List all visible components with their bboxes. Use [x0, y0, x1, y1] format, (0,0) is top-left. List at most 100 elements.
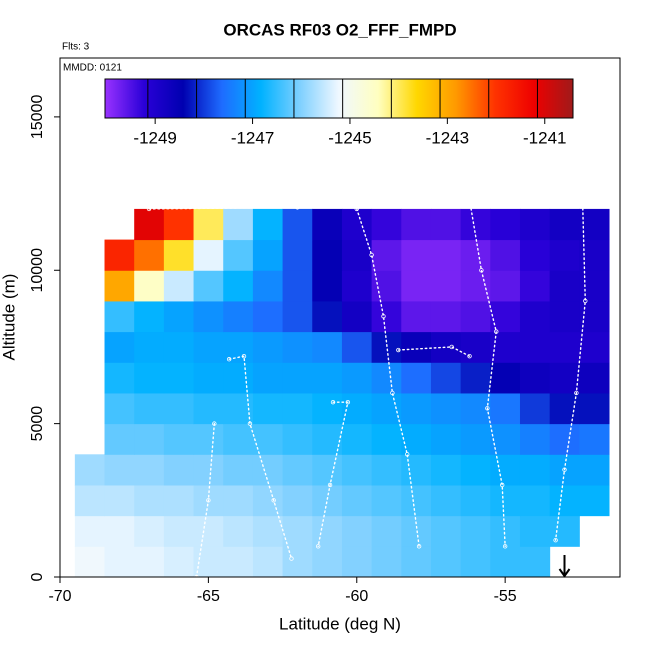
heat-cell [193, 515, 224, 547]
heat-cell [519, 362, 551, 394]
heat-cell [519, 208, 551, 241]
heat-cell [282, 423, 313, 455]
heat-cell [549, 239, 580, 271]
heat-cell [519, 515, 551, 547]
heat-cell [74, 546, 106, 578]
heat-cell [341, 270, 373, 302]
colorbar-tick-label: -1245 [328, 128, 371, 147]
heat-cell [430, 423, 462, 455]
heat-cell [282, 362, 313, 394]
heat-cell [223, 208, 254, 241]
flight-track [146, 188, 588, 580]
track-point [315, 544, 321, 549]
colorbar-tick-label: -1243 [426, 128, 469, 147]
heat-cell [341, 515, 373, 547]
heat-cell [519, 454, 551, 486]
heat-cell [252, 239, 284, 271]
annotation: Flts: 3 [62, 42, 90, 53]
heat-cell [223, 454, 254, 486]
arrow [558, 555, 571, 578]
heat-cell [252, 300, 284, 333]
heat-cell [223, 270, 254, 302]
heat-cell [490, 239, 521, 271]
heat-cell [401, 331, 432, 363]
heat-cell [430, 392, 462, 425]
heat-cell [193, 423, 224, 455]
chart-title: ORCAS RF03 O2_FFF_FMPD [223, 20, 456, 39]
heat-cell [134, 208, 165, 241]
track-point [206, 498, 211, 503]
heat-cell [163, 239, 195, 271]
heat-cell [163, 362, 195, 394]
heat-cell [549, 392, 580, 425]
heat-cell [549, 208, 580, 241]
heat-cell [430, 300, 462, 333]
heat-cell [252, 484, 284, 517]
heat-cell [519, 484, 551, 517]
track-point [553, 537, 558, 543]
heat-cell [341, 239, 373, 271]
heat-cell [282, 300, 313, 333]
heat-cell [193, 454, 224, 486]
heat-cell [401, 484, 432, 517]
heat-cell [490, 270, 521, 302]
y-tick-label: 0 [29, 572, 46, 581]
heat-cell [401, 546, 432, 578]
heat-cell [401, 362, 432, 394]
heat-cell [104, 392, 135, 425]
heat-cell [163, 331, 195, 363]
heat-cell [163, 515, 195, 547]
heat-cell [104, 423, 135, 455]
track-point [327, 482, 333, 488]
heat-cell [252, 270, 284, 302]
heat-cell [430, 484, 462, 517]
heat-cell [549, 331, 580, 363]
heat-cell [460, 362, 491, 394]
y-tick-label: 10000 [29, 248, 46, 293]
heat-cell [341, 423, 373, 455]
heat-cell [312, 362, 343, 394]
heat-cell [460, 454, 491, 486]
heat-cell [193, 546, 224, 578]
heat-cell [193, 270, 224, 302]
heat-cell [104, 454, 135, 486]
axes: -70 -65 -60 -55 0 5000 10000 15000 [29, 95, 517, 606]
heat-cell [252, 546, 284, 578]
heat-cell [223, 239, 254, 271]
heat-cell [163, 546, 195, 578]
track-point [502, 194, 508, 199]
heat-cell [282, 331, 313, 363]
heat-cell [104, 270, 135, 302]
heat-cell [341, 454, 373, 486]
heat-cell [579, 484, 610, 517]
heat-cell [312, 270, 343, 302]
heat-cell [312, 392, 343, 425]
heat-cell [252, 362, 284, 394]
heat-cell [312, 515, 343, 547]
heat-cell [490, 454, 521, 486]
track-point [574, 390, 579, 396]
heat-cell [134, 392, 165, 425]
heat-cell [134, 362, 165, 394]
y-axis-label: Altitude (m) [0, 274, 18, 361]
heat-cell [163, 300, 195, 333]
heat-cell [460, 423, 491, 455]
heat-cell [371, 515, 402, 547]
heat-cell [134, 546, 165, 578]
heat-cell [163, 423, 195, 455]
heat-cell [430, 208, 462, 241]
heat-cell [371, 300, 402, 333]
heat-cell [401, 239, 432, 271]
heat-cell [193, 239, 224, 271]
x-tick-label: -60 [345, 588, 368, 605]
heat-cell [371, 331, 402, 363]
heat-cell [312, 239, 343, 271]
track-point [449, 344, 454, 350]
heat-cell [490, 484, 521, 517]
heat-cell [223, 546, 254, 578]
heat-cell [519, 423, 551, 455]
heat-cell [312, 546, 343, 578]
heat-cell [519, 239, 551, 271]
x-tick-label: -70 [48, 588, 71, 605]
colorbar-fill [104, 78, 574, 119]
